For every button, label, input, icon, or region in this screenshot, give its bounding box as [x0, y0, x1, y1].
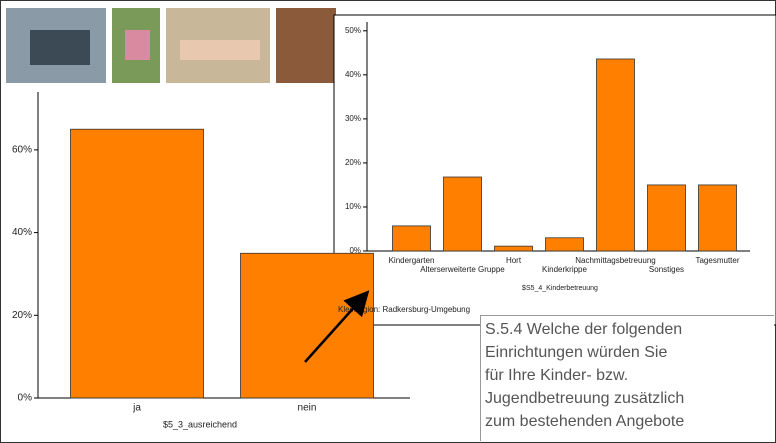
text-line: S.5.4 Welche der folgenden	[485, 321, 683, 338]
text-line: zum bestehenden Angebote	[485, 413, 685, 430]
y-tick-label: 40%	[345, 70, 361, 79]
x-tick-label: ja	[132, 403, 141, 414]
text-line: für Ihre Kinder- bzw.	[485, 367, 629, 384]
y-tick-label: 20%	[12, 310, 32, 321]
question-text: S.5.4 Welche der folgenden Einrichtungen …	[480, 315, 774, 441]
y-tick-label: 30%	[345, 114, 361, 123]
x-tick-label: Alterserweiterte Gruppe	[420, 265, 505, 274]
photo	[276, 8, 336, 83]
inset-chart-frame	[333, 14, 776, 326]
bar	[545, 237, 584, 252]
bar	[647, 184, 686, 252]
x-tick-label: Nachmittagsbetreuung	[575, 256, 656, 265]
bar	[240, 252, 374, 399]
y-tick-label: 60%	[12, 145, 32, 156]
y-tick-label: 0%	[18, 393, 33, 404]
bar	[443, 176, 482, 252]
text-line: Einrichtungen würden Sie	[485, 344, 668, 361]
x-axis-title: $5_3_ausreichend	[163, 419, 237, 429]
bar	[596, 58, 635, 252]
y-tick-label: 40%	[12, 227, 32, 238]
photo	[180, 40, 260, 60]
bar	[698, 184, 737, 252]
x-tick-label: Kinderkrippe	[542, 265, 587, 274]
y-tick-label: 0%	[349, 246, 361, 255]
photo	[125, 30, 150, 60]
x-tick-label: Sonstiges	[649, 265, 684, 274]
text-line: Jugendbetreuung zusätzlich	[485, 390, 685, 407]
y-tick-label: 50%	[345, 26, 361, 35]
x-axis-title: $S5_4_Kinderbetreuung	[522, 285, 598, 292]
y-tick-label: 20%	[345, 158, 361, 167]
x-tick-label: Hort	[506, 256, 522, 265]
photo-strip	[6, 8, 336, 83]
bar	[494, 245, 533, 252]
x-tick-label: nein	[298, 403, 317, 414]
bar	[392, 225, 431, 252]
photo	[30, 30, 90, 65]
y-tick-label: 10%	[345, 202, 361, 211]
footnote: Kleinregion: Radkersburg-Umgebung	[338, 305, 470, 314]
bar	[70, 128, 204, 399]
x-tick-label: Kindergarten	[389, 256, 435, 265]
x-tick-label: Tagesmutter	[695, 256, 739, 265]
